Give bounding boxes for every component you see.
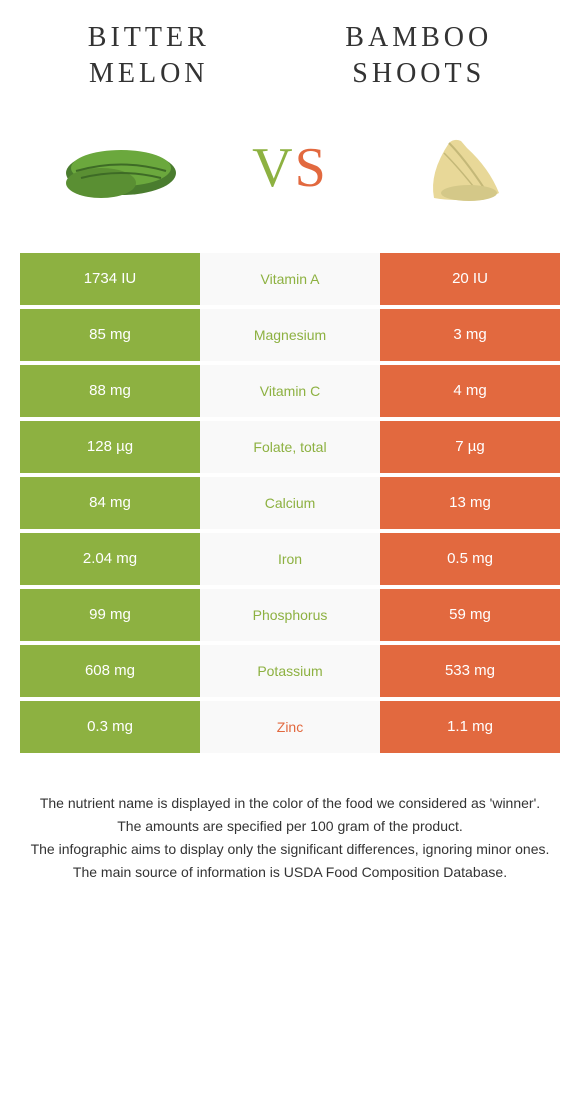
left-value: 608 mg [20,645,200,697]
left-value: 85 mg [20,309,200,361]
right-value: 3 mg [380,309,560,361]
right-value: 1.1 mg [380,701,560,753]
nutrient-label: Magnesium [200,309,380,361]
nutrient-label: Potassium [200,645,380,697]
vs-s: S [295,137,328,199]
table-row: 608 mgPotassium533 mg [20,645,560,697]
left-value: 84 mg [20,477,200,529]
left-value: 99 mg [20,589,200,641]
left-title: BITTERMELON [88,20,210,93]
table-row: 0.3 mgZinc1.1 mg [20,701,560,753]
bitter-melon-image [51,123,191,213]
left-value: 1734 IU [20,253,200,305]
bamboo-shoots-image [389,123,529,213]
right-value: 0.5 mg [380,533,560,585]
right-value: 20 IU [380,253,560,305]
nutrient-label: Zinc [200,701,380,753]
vs-row: VS [20,123,560,213]
nutrient-label: Calcium [200,477,380,529]
table-row: 88 mgVitamin C4 mg [20,365,560,417]
right-value: 7 µg [380,421,560,473]
footer-line: The amounts are specified per 100 gram o… [30,816,550,837]
vs-label: VS [252,136,328,200]
footer-line: The infographic aims to display only the… [30,839,550,860]
nutrient-label: Phosphorus [200,589,380,641]
left-value: 2.04 mg [20,533,200,585]
left-value: 128 µg [20,421,200,473]
right-value: 59 mg [380,589,560,641]
table-row: 1734 IUVitamin A20 IU [20,253,560,305]
footer-line: The nutrient name is displayed in the co… [30,793,550,814]
header: BITTERMELON BAMBOOSHOOTS [20,20,560,93]
nutrient-label: Vitamin C [200,365,380,417]
right-value: 533 mg [380,645,560,697]
right-value: 13 mg [380,477,560,529]
nutrient-label: Vitamin A [200,253,380,305]
left-value: 88 mg [20,365,200,417]
right-title: BAMBOOSHOOTS [345,20,492,93]
nutrient-label: Folate, total [200,421,380,473]
table-row: 2.04 mgIron0.5 mg [20,533,560,585]
table-row: 99 mgPhosphorus59 mg [20,589,560,641]
table-row: 84 mgCalcium13 mg [20,477,560,529]
footer-notes: The nutrient name is displayed in the co… [20,793,560,883]
nutrient-label: Iron [200,533,380,585]
table-row: 85 mgMagnesium3 mg [20,309,560,361]
right-value: 4 mg [380,365,560,417]
footer-line: The main source of information is USDA F… [30,862,550,883]
vs-v: V [252,137,294,199]
nutrient-table: 1734 IUVitamin A20 IU85 mgMagnesium3 mg8… [20,253,560,753]
table-row: 128 µgFolate, total7 µg [20,421,560,473]
left-value: 0.3 mg [20,701,200,753]
